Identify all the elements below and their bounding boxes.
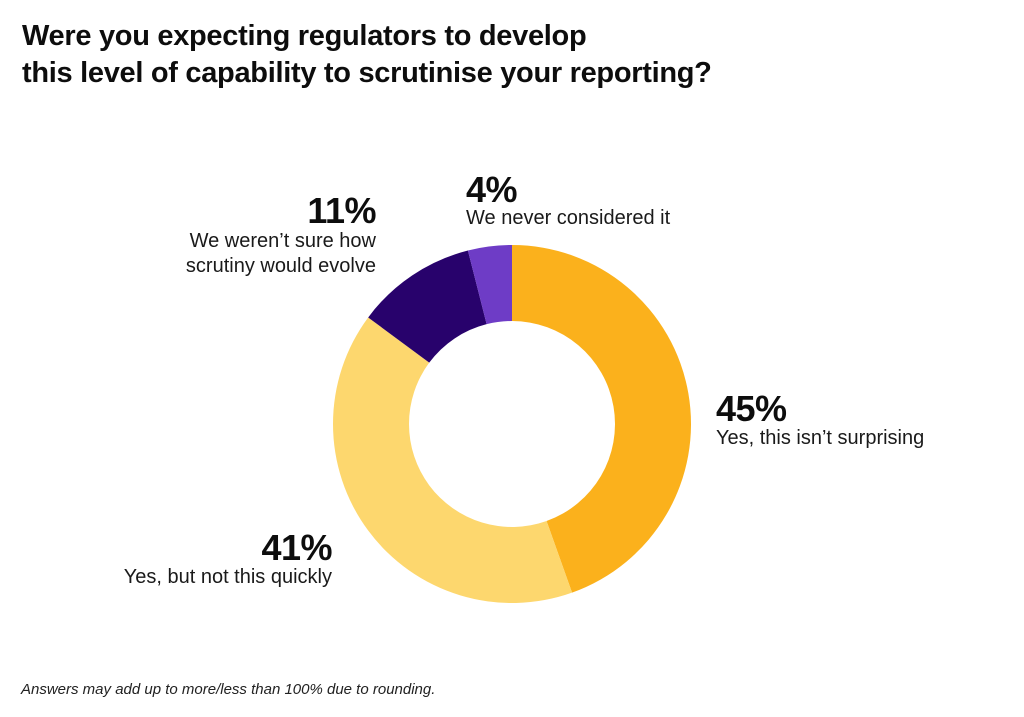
label-not-quickly-text: Yes, but not this quickly — [123, 566, 332, 588]
label-not-sure-pct: 11% — [307, 190, 376, 231]
label-never-considered-text: We never considered it — [466, 207, 671, 229]
donut-slice-1 — [333, 317, 573, 603]
donut-slice-0 — [512, 245, 691, 593]
label-not-quickly-pct: 41% — [261, 527, 332, 568]
label-not-sure-text-1: We weren’t sure how — [189, 230, 376, 252]
label-not-sure-text-2: scrutiny would evolve — [185, 255, 376, 277]
label-surprising: 45% Yes, this isn’t surprising — [716, 389, 924, 451]
chart-title-line-2: this level of capability to scrutinise y… — [22, 57, 712, 89]
donut-slice-2 — [368, 250, 487, 363]
label-not-sure: 11% We weren’t sure how scrutiny would e… — [185, 190, 377, 279]
chart-title-line-1: Were you expecting regulators to develop — [22, 20, 587, 52]
label-surprising-pct: 45% — [716, 388, 787, 429]
label-surprising-text: Yes, this isn’t surprising — [716, 427, 925, 449]
footnote: Answers may add up to more/less than 100… — [21, 681, 436, 698]
label-never-considered-pct: 4% — [466, 169, 518, 210]
label-never-considered: 4% We never considered it — [466, 170, 670, 231]
donut-slice-3 — [467, 245, 512, 325]
label-not-quickly: 41% Yes, but not this quickly — [123, 527, 333, 590]
chart-title: Were you expecting regulators to develop… — [22, 18, 712, 92]
